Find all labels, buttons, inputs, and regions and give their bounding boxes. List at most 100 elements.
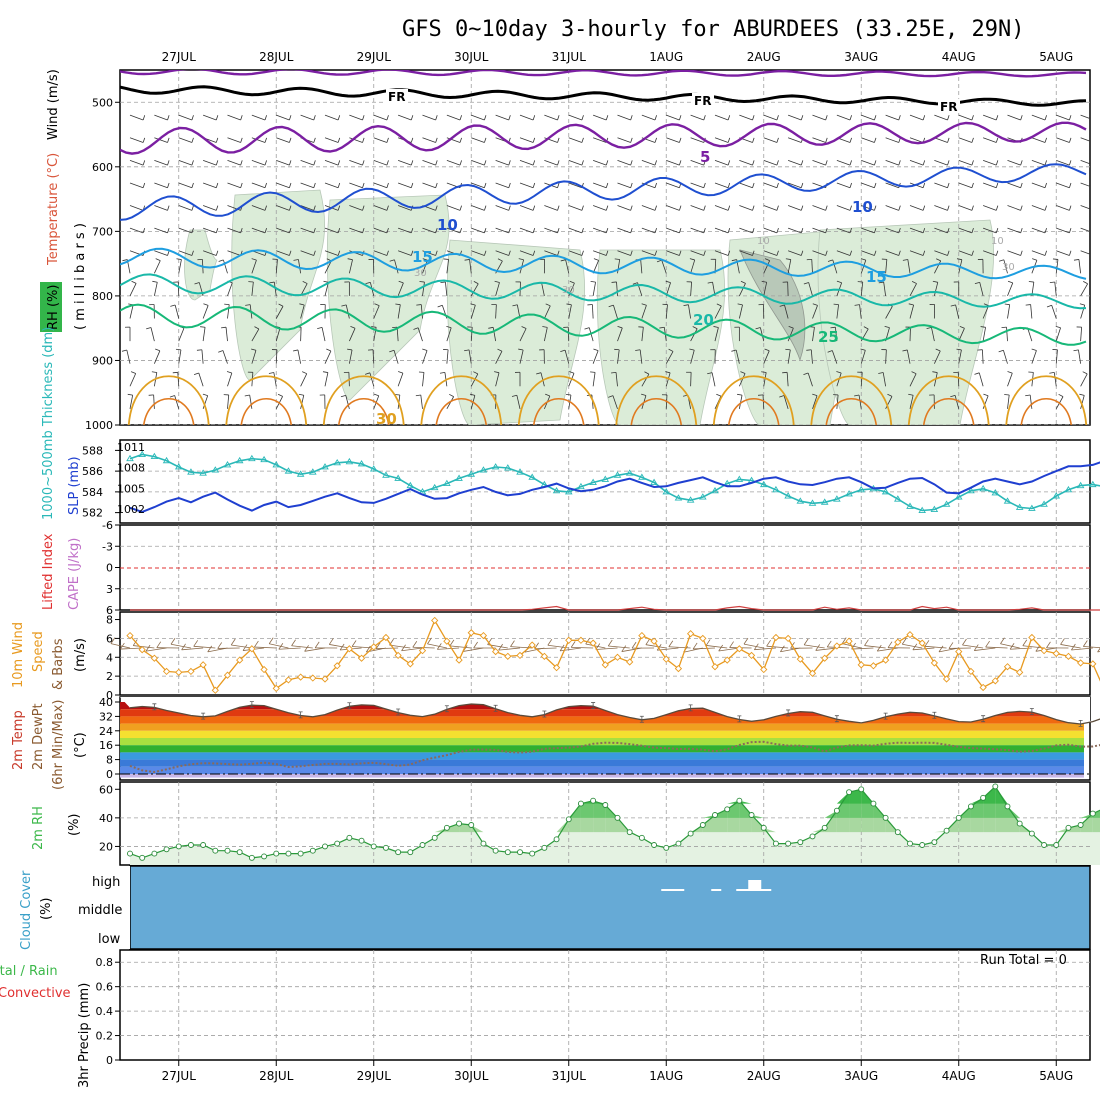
- wind-barb-shaft: [202, 159, 217, 166]
- top-date-31JUL: 31JUL: [552, 50, 587, 64]
- contour-35-arch: [727, 398, 780, 425]
- wind10m-marker: [686, 630, 695, 638]
- wind-barb-flag: [557, 228, 560, 234]
- wind-barb-flag: [1004, 303, 1010, 306]
- y-tick-label: 0.4: [96, 1005, 114, 1018]
- wind-barb-flag: [410, 182, 414, 188]
- wind10m-marker: [565, 636, 573, 644]
- rh2m-marker: [370, 843, 377, 850]
- wind-barb-shaft: [835, 327, 838, 342]
- fr-label: FR: [940, 100, 957, 114]
- y-tick-label: 0.8: [96, 956, 114, 969]
- thickness-marker: [735, 475, 744, 482]
- wind-barb-shaft: [617, 114, 631, 121]
- wind-barb-flag: [203, 303, 209, 306]
- thickness-marker: [930, 505, 939, 512]
- wind10m-barb-flag: [473, 641, 478, 649]
- wind-barb-flag: [825, 228, 828, 234]
- rh2m-marker: [285, 850, 292, 857]
- wind-barb-flag: [980, 326, 986, 328]
- wind-barb-shaft: [397, 114, 412, 121]
- wind10m-barb: [902, 643, 923, 649]
- wind-barb-shaft: [933, 282, 939, 297]
- wind-barb-flag: [566, 303, 572, 306]
- wind-barb-shaft: [831, 350, 838, 364]
- wind10m-barb-flag: [412, 641, 418, 648]
- wind10m-marker: [357, 654, 366, 662]
- rh2m-marker: [1016, 820, 1023, 827]
- wind-barb-shaft: [906, 349, 911, 364]
- wind-barb-flag: [863, 326, 869, 330]
- wind10m-barb-flag: [193, 640, 199, 647]
- wind-barb-shaft: [422, 227, 436, 234]
- wind-barb-flag: [191, 228, 194, 234]
- wind-barb-shaft: [858, 394, 862, 409]
- thickness-marker: [564, 488, 573, 495]
- wind-barb-flag: [1049, 281, 1055, 284]
- wind-barb-flag: [727, 205, 731, 211]
- wind-barb-flag: [122, 259, 128, 262]
- y-tick-label: 600: [92, 161, 113, 174]
- y-tick-label: 0: [106, 1054, 113, 1067]
- temp-minmax-bar: [444, 705, 449, 713]
- wind-barb-flag: [827, 259, 833, 262]
- wind-barb-shaft: [324, 227, 339, 234]
- wind-barb-shaft: [321, 327, 326, 342]
- rh2m-marker: [395, 849, 402, 856]
- wind-barb-flag: [264, 160, 267, 166]
- lifted-index-line: [130, 605, 1100, 611]
- wind10m-barb: [352, 646, 374, 649]
- top-date-1AUG: 1AUG: [649, 50, 683, 64]
- wind-barb-flag: [926, 327, 932, 329]
- wind10m-barb-flag: [887, 641, 893, 648]
- rh2m-marker: [297, 850, 304, 857]
- wind10m-barb: [376, 647, 399, 650]
- thickness-marker: [796, 497, 805, 504]
- wind-barb-flag: [560, 349, 566, 352]
- wind-barb-shaft: [612, 395, 618, 409]
- wind-barb-flag: [849, 137, 852, 143]
- thickness-tick-label: 586: [82, 465, 103, 478]
- upper-ylabel-mb: ( m i l l i b a r s ): [73, 223, 88, 330]
- wind10m-barb-flag: [645, 638, 651, 645]
- wind-barb-flag: [654, 115, 657, 121]
- wind-barb-shaft: [836, 114, 851, 121]
- wind10m-marker: [955, 647, 963, 656]
- wind-barb-shaft: [859, 304, 862, 319]
- wind-barb-shaft: [348, 259, 353, 274]
- wind10m-marker: [1016, 668, 1024, 677]
- wind-barb-flag: [494, 280, 500, 283]
- wind-barb-shaft: [544, 227, 558, 234]
- wind-barb-shaft: [223, 259, 228, 274]
- wind-barb-shaft: [519, 182, 534, 189]
- wind-barb-shaft: [1031, 250, 1046, 256]
- wind-barb-flag: [422, 348, 428, 351]
- wind-barb-flag: [803, 282, 809, 285]
- wind10m-barb-flag: [815, 644, 821, 651]
- wind-barb-flag: [142, 160, 146, 166]
- wind-barb-shaft: [592, 282, 596, 296]
- wind-barb-shaft: [739, 182, 753, 189]
- wind-barb-shaft: [397, 282, 404, 297]
- wind-barb-flag: [1044, 137, 1047, 143]
- wind-barb-flag: [581, 160, 584, 166]
- wind-barb-shaft: [1056, 159, 1070, 166]
- wind10m-marker: [1003, 663, 1012, 671]
- wind-barb-shaft: [690, 227, 704, 234]
- wind-barb-shaft: [300, 182, 314, 189]
- temp-minmax-bar: [249, 701, 254, 709]
- wind-barb-shaft: [763, 250, 778, 256]
- rh2m-marker: [322, 843, 328, 850]
- wind-barb-shaft: [836, 394, 839, 409]
- wind-barb-flag: [1032, 258, 1038, 261]
- wind-barb-shaft: [836, 304, 839, 319]
- rh2m-band: [593, 800, 606, 818]
- wind-barb-shaft: [808, 282, 813, 297]
- slp-ylabel-slp: SLP (mb): [67, 456, 82, 515]
- wind-barb-flag: [289, 160, 292, 166]
- wind-barb-flag: [974, 372, 980, 375]
- wind-barb-shaft: [1007, 227, 1021, 234]
- wind-barb-flag: [860, 348, 866, 351]
- contour-minus10: [120, 70, 1087, 78]
